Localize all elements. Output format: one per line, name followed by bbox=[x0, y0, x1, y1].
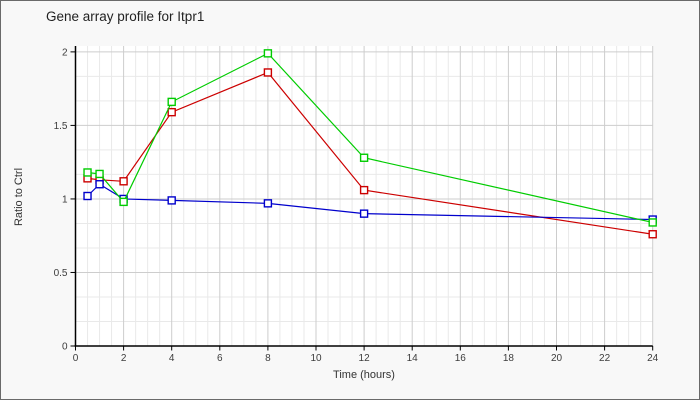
red-series-marker bbox=[359, 185, 369, 195]
green-series-marker bbox=[359, 153, 369, 162]
blue-series-marker bbox=[167, 196, 176, 205]
y-tick-label: 0 bbox=[62, 342, 68, 353]
x-tick-label: 20 bbox=[551, 353, 563, 364]
x-tick-label: 0 bbox=[73, 353, 79, 364]
x-tick-label: 16 bbox=[455, 353, 467, 364]
y-tick-label: 0.5 bbox=[54, 268, 68, 279]
red-series-marker bbox=[167, 107, 176, 117]
x-tick-label: 18 bbox=[503, 353, 515, 364]
chart-title: Gene array profile for Itpr1 bbox=[46, 9, 205, 24]
gridlines-major bbox=[75, 46, 654, 346]
green-series-marker bbox=[263, 49, 273, 58]
x-tick-label: 6 bbox=[217, 353, 223, 364]
x-tick-label: 12 bbox=[359, 353, 371, 364]
blue-series-marker bbox=[83, 191, 92, 201]
x-tick-labels: 0 2 4 6 8 10 12 14 16 18 20 22 24 bbox=[73, 353, 659, 364]
y-tick-labels: 0 0.5 1 1.5 2 bbox=[54, 47, 68, 352]
x-tick-label: 2 bbox=[121, 353, 127, 364]
green-series-marker bbox=[95, 169, 104, 179]
y-tick-label: 1 bbox=[62, 194, 68, 205]
green-series-marker bbox=[83, 168, 92, 177]
x-axis-title: Time (hours) bbox=[333, 369, 395, 381]
tick-marks bbox=[70, 51, 654, 351]
blue-series-marker bbox=[263, 199, 273, 208]
x-tick-label: 14 bbox=[407, 353, 419, 364]
y-tick-label: 2 bbox=[62, 47, 68, 58]
x-tick-label: 24 bbox=[647, 353, 659, 364]
y-tick-label: 1.5 bbox=[54, 121, 68, 132]
blue-series-marker bbox=[359, 209, 369, 218]
red-series-marker bbox=[648, 230, 657, 239]
x-tick-label: 22 bbox=[599, 353, 611, 364]
blue-series-marker bbox=[95, 180, 104, 189]
green-series-markers bbox=[83, 49, 657, 227]
green-series-marker bbox=[119, 197, 128, 207]
x-tick-label: 10 bbox=[310, 353, 322, 364]
red-series-marker bbox=[263, 68, 273, 77]
x-tick-label: 4 bbox=[169, 353, 175, 364]
red-series-marker bbox=[119, 177, 128, 186]
green-series-marker bbox=[167, 97, 176, 107]
red-series-markers bbox=[83, 68, 657, 239]
x-tick-label: 8 bbox=[265, 353, 271, 364]
green-series-marker bbox=[648, 218, 657, 227]
